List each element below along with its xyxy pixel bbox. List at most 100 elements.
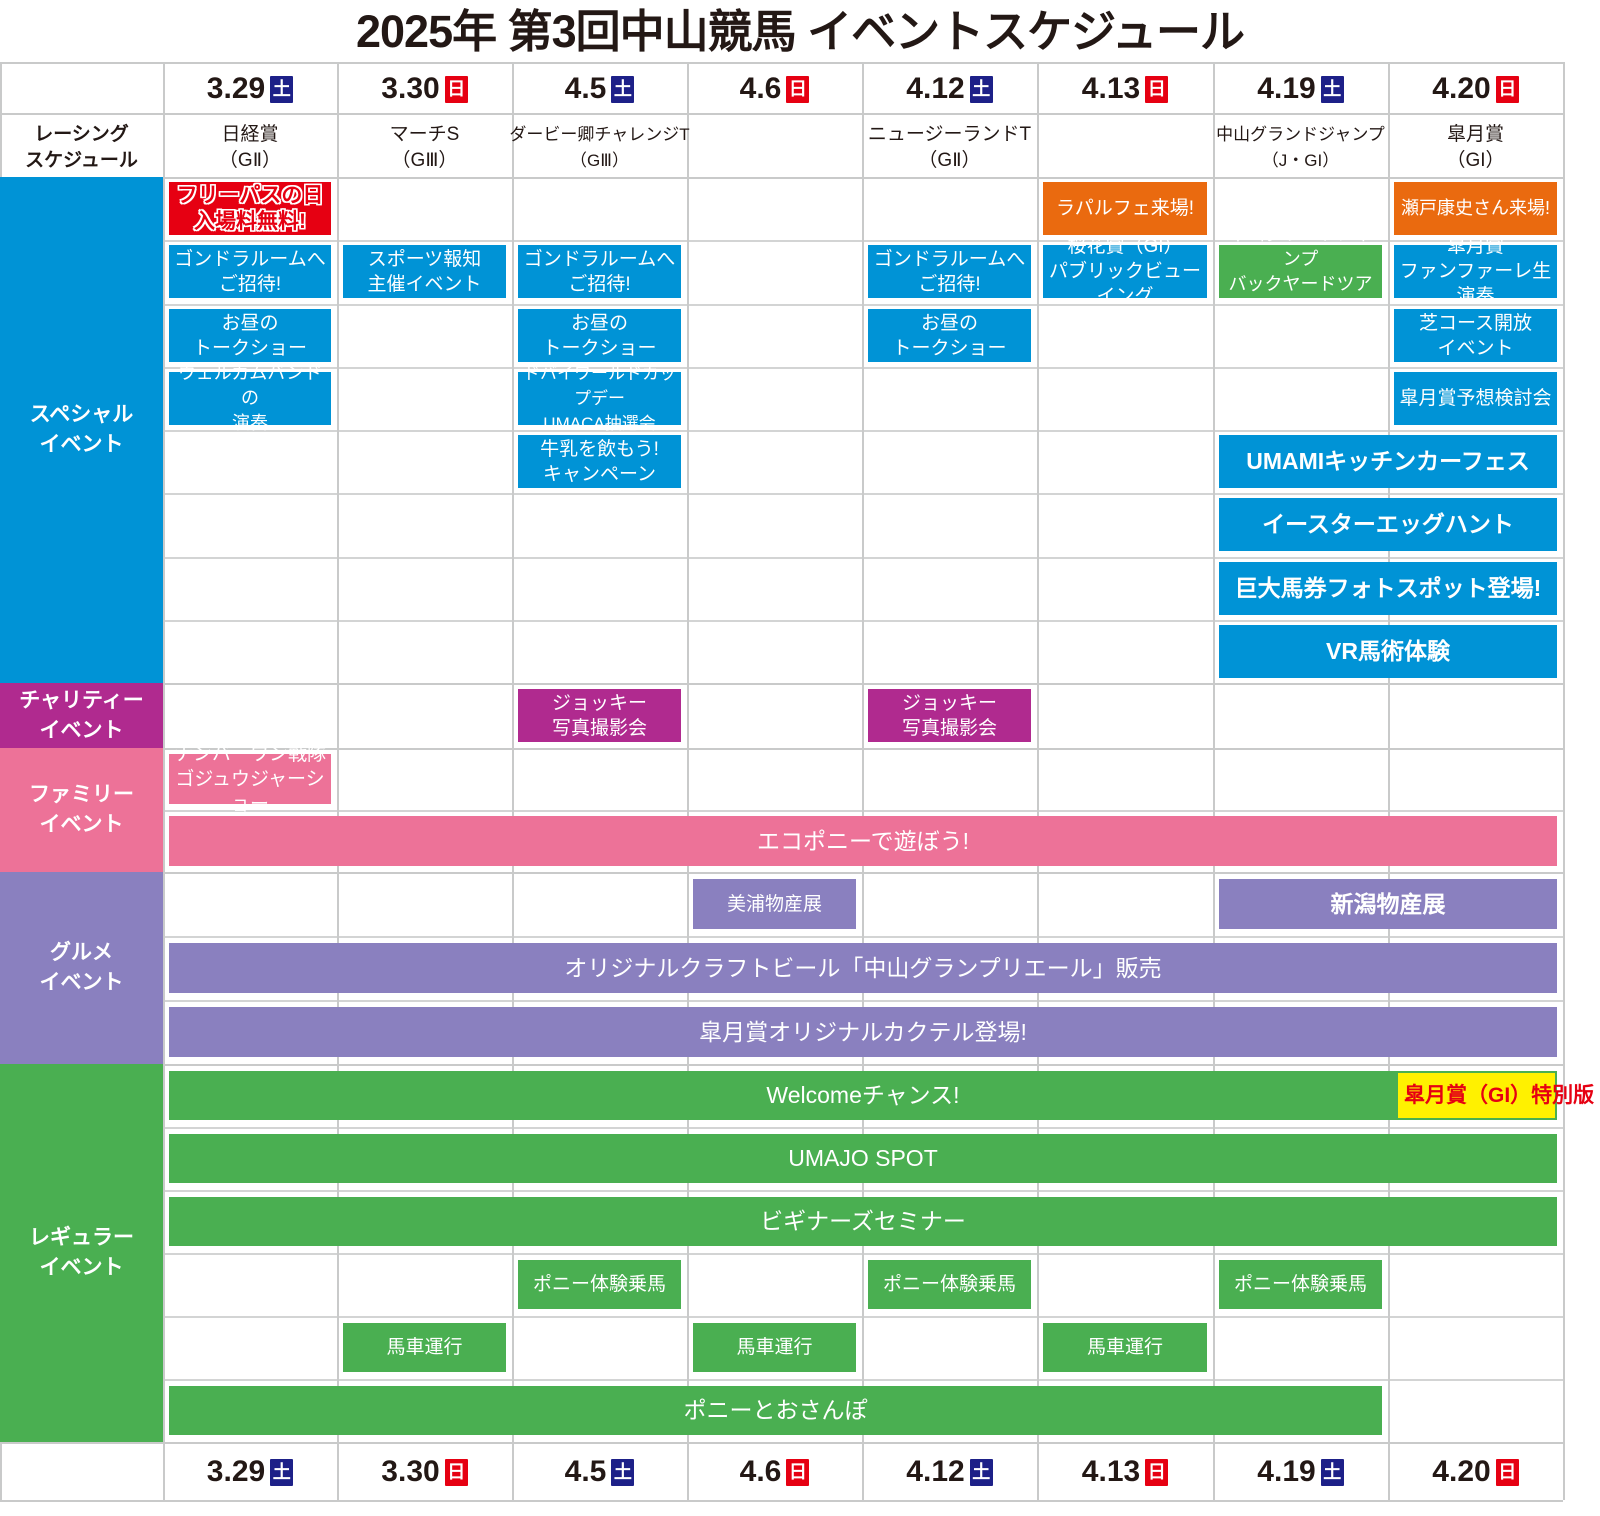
date-number: 4.5 [564, 1455, 607, 1488]
event-chip-welcome-band[interactable]: ウェルカムバンドの演奏 [169, 363, 331, 433]
event-chip-line1: お昼の [570, 312, 628, 334]
event-chip-easter-egg-hunt[interactable]: イースターエッグハント [1219, 498, 1557, 551]
day-of-week-tag: 土 [969, 1459, 993, 1486]
event-chip-line1: ドバイワールドカップデー [523, 364, 676, 408]
event-chip-line1: ポニー体験乗馬 [1233, 1274, 1367, 1295]
event-chip-lunch-talk-2[interactable]: お昼の トークショー [518, 309, 681, 362]
event-chip-line1: 芝コース開放 [1418, 312, 1533, 334]
grid-line-horizontal [0, 1442, 1563, 1444]
event-chip-giant-ticket-photo[interactable]: 巨大馬券フォトスポット登場! [1219, 562, 1557, 615]
event-chip-carriage-2[interactable]: 馬車運行 [693, 1323, 856, 1372]
event-chip-pony-ride-3[interactable]: ポニー体験乗馬 [1219, 1260, 1382, 1309]
event-chip-lunch-talk-3[interactable]: お昼の トークショー [868, 309, 1031, 362]
event-chip-line1: ポニーとおさんぽ [683, 1397, 868, 1423]
event-chip-backyard-tour[interactable]: 中山グランドジャンプ バックヤードツアー [1219, 224, 1382, 319]
category-label-line2: イベント [39, 813, 124, 836]
grid-line-vertical [862, 62, 864, 1500]
event-chip-satsuki-cocktail[interactable]: 皐月賞オリジナルカクテル登場! [169, 1007, 1557, 1057]
day-of-week-tag: 土 [270, 1459, 294, 1486]
event-chip-craft-beer[interactable]: オリジナルクラフトビール「中山グランプリエール」販売 [169, 943, 1557, 993]
day-of-week-tag: 日 [786, 76, 810, 103]
event-chip-umajo-spot[interactable]: UMAJO SPOT [169, 1134, 1557, 1183]
date-header-3-29-bottom: 3.29 土 [163, 1445, 337, 1499]
date-header-4-5-bottom: 4.5 土 [512, 1445, 687, 1499]
category-label-line2: イベント [39, 1256, 124, 1279]
event-chip-line2: ご招待! [568, 273, 631, 295]
event-chip-pony-walk[interactable]: ポニーとおさんぽ [169, 1386, 1382, 1435]
event-chip-carriage-1[interactable]: 馬車運行 [343, 1323, 506, 1372]
event-chip-line2: 演奏 [232, 413, 268, 433]
day-of-week-tag: 日 [1145, 1459, 1169, 1486]
category-regular: レギュラー イベント [0, 1064, 163, 1442]
event-chip-line1: 牛乳を飲もう! [540, 438, 659, 460]
event-chip-gondola-3[interactable]: ゴンドラルームへ ご招待! [868, 245, 1031, 298]
event-chip-miho-bussan[interactable]: 美浦物産展 [693, 879, 856, 929]
event-chip-gondola-2[interactable]: ゴンドラルームへ ご招待! [518, 245, 681, 298]
date-number: 4.12 [906, 1455, 965, 1488]
grid-line-vertical [1563, 62, 1565, 1500]
event-chip-free-pass[interactable]: フリーパスの日 入場料無料! [169, 182, 331, 235]
event-chip-line2: トークショー [892, 337, 1007, 359]
event-chip-vr-bajutsu[interactable]: VR馬術体験 [1219, 625, 1557, 678]
event-chip-umami-kitchen[interactable]: UMAMIキッチンカーフェス [1219, 435, 1557, 488]
event-chip-pony-ride-2[interactable]: ポニー体験乗馬 [868, 1260, 1031, 1309]
category-label-family: ファミリー イベント [29, 780, 134, 840]
day-of-week-tag: 日 [786, 1459, 810, 1486]
race-title: 皐月賞 [1446, 124, 1504, 145]
date-number: 4.19 [1257, 1455, 1316, 1488]
event-chip-line2: 主催イベント [367, 273, 482, 295]
date-number: 4.6 [739, 72, 782, 105]
date-header-3-29-top: 3.29 土 [163, 64, 337, 113]
date-header-4-5-top: 4.5 土 [512, 64, 687, 113]
event-chip-line1: ビギナーズセミナー [760, 1208, 966, 1234]
event-chip-line1: お昼の [920, 312, 978, 334]
race-name-7: 中山グランドジャンプ （J・GI） [1213, 121, 1388, 175]
race-grade: （GⅢ） [570, 151, 629, 170]
category-label-line1: レギュラー [29, 1226, 134, 1249]
event-chip-line1: Welcomeチャンス! [766, 1082, 960, 1108]
event-chip-seto-kouji[interactable]: 瀬戸康史さん来場! [1394, 182, 1557, 235]
event-chip-jockey-photo-2[interactable]: ジョッキー 写真撮影会 [868, 689, 1031, 742]
event-chip-line1: 馬車運行 [386, 1337, 463, 1358]
date-header-3-30-top: 3.30 日 [337, 64, 512, 113]
race-grade: （GⅢ） [391, 150, 458, 171]
event-chip-welcome-chance[interactable]: Welcomeチャンス! [169, 1071, 1557, 1120]
category-special: スペシャル イベント [0, 177, 163, 683]
event-chip-line1: ウェルカムバンドの [177, 363, 323, 408]
event-chip-satsuki-fanfare[interactable]: 皐月賞 ファンファーレ生演奏 [1394, 236, 1557, 307]
date-header-4-20-bottom: 4.20 日 [1388, 1445, 1563, 1499]
event-chip-rapal-fe[interactable]: ラパルフェ来場! [1043, 182, 1207, 235]
event-chip-shiba-course[interactable]: 芝コース開放 イベント [1394, 309, 1557, 362]
event-chip-line1: 馬車運行 [736, 1337, 813, 1358]
event-chip-line2: トークショー [192, 337, 307, 359]
event-chip-jockey-photo-1[interactable]: ジョッキー 写真撮影会 [518, 689, 681, 742]
satsuki-special-badge[interactable]: 皐月賞（GI）特別版 [1398, 1073, 1594, 1118]
race-title: 中山グランドジャンプ [1216, 125, 1385, 144]
event-chip-eco-pony[interactable]: エコポニーで遊ぼう! [169, 816, 1557, 866]
event-chip-lunch-talk-1[interactable]: お昼の トークショー [169, 309, 331, 362]
grid-line-vertical [512, 62, 514, 1500]
event-chip-carriage-3[interactable]: 馬車運行 [1043, 1323, 1207, 1372]
event-chip-pony-ride-1[interactable]: ポニー体験乗馬 [518, 1260, 681, 1309]
event-chip-dubai-umaca[interactable]: ドバイワールドカップデー UMACA抽選会 [518, 364, 681, 433]
date-number: 4.19 [1257, 72, 1316, 105]
race-grade: （J・GI） [1261, 151, 1340, 170]
event-chip-niigata-bussan[interactable]: 新潟物産展 [1219, 879, 1557, 929]
date-number: 3.30 [381, 1455, 440, 1488]
race-name-8: 皐月賞 （GI） [1388, 121, 1563, 175]
race-grade: （GⅡ） [218, 150, 282, 171]
event-chip-satsuki-yosou[interactable]: 皐月賞予想検討会 [1394, 372, 1557, 425]
event-chip-beginners-seminar[interactable]: ビギナーズセミナー [169, 1197, 1557, 1246]
day-of-week-tag: 日 [1145, 76, 1169, 103]
event-chip-gojyu-ranger-show[interactable]: ナンバーワン戦隊 ゴジュウジャーショー [169, 744, 331, 815]
race-grade: （GI） [1446, 150, 1505, 171]
event-chip-ouka-pv[interactable]: 桜花賞（GI） パブリックビューイング [1043, 236, 1207, 307]
event-chip-line1: 中山グランドジャンプ [1228, 223, 1373, 269]
event-chip-milk-campaign[interactable]: 牛乳を飲もう! キャンペーン [518, 435, 681, 488]
grid-line-vertical [1037, 62, 1039, 1500]
category-charity: チャリティー イベント [0, 683, 163, 748]
event-chip-gondola-1[interactable]: ゴンドラルームへ ご招待! [169, 245, 331, 298]
event-chip-sports-houchi[interactable]: スポーツ報知 主催イベント [343, 245, 506, 298]
event-chip-line1: 桜花賞（GI） [1067, 236, 1183, 257]
